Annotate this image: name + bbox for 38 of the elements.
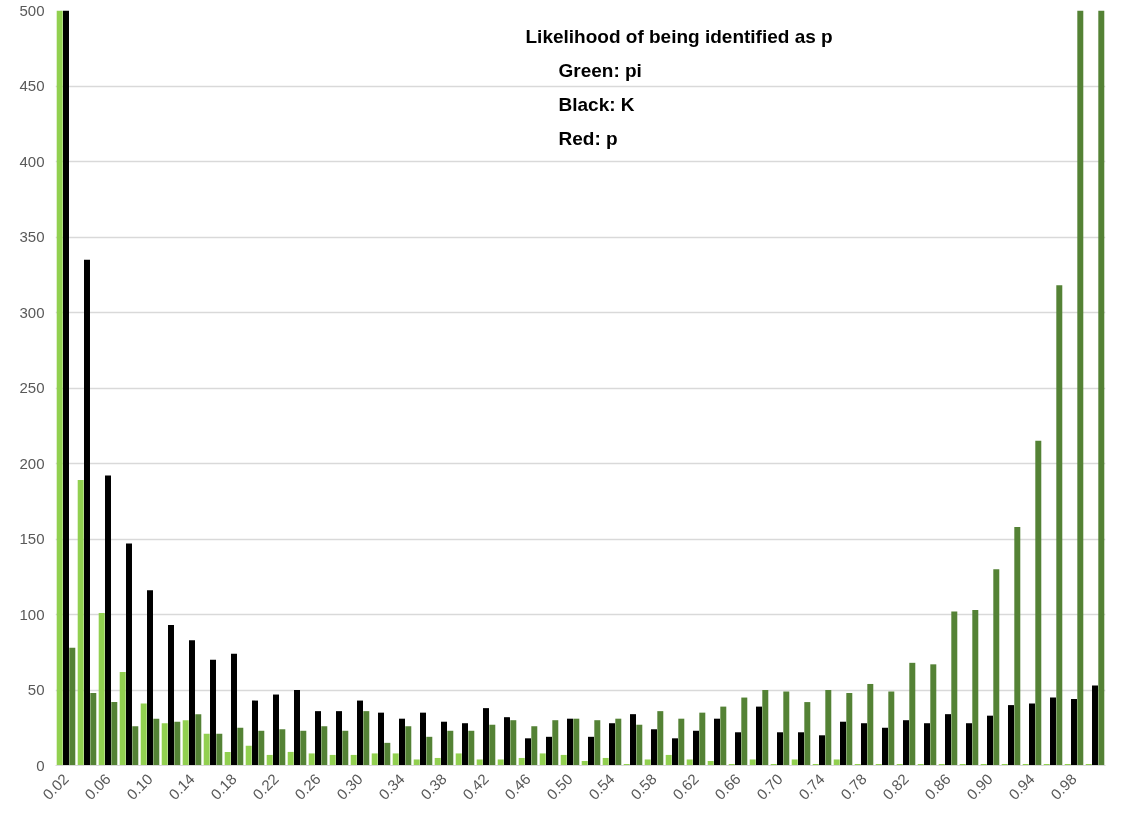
x-tick-label: 0.42 — [458, 770, 492, 803]
x-tick-label: 0.46 — [500, 770, 534, 803]
x-tick-label: 0.30 — [332, 770, 366, 803]
x-tick-label: 0.26 — [290, 770, 324, 803]
y-tick-label: 500 — [19, 1, 45, 19]
x-tick-label: 0.90 — [962, 770, 996, 803]
x-tick-label: 0.22 — [248, 770, 282, 803]
y-tick-label: 400 — [19, 152, 45, 170]
y-tick-label: 300 — [19, 303, 45, 321]
annotation: Likelihood of being identified as p — [525, 25, 833, 47]
x-tick-label: 0.82 — [878, 770, 912, 803]
y-tick-label: 250 — [19, 379, 45, 396]
x-tick-label: 0.38 — [416, 770, 450, 803]
x-tick-label: 0.62 — [668, 770, 702, 803]
y-tick-label: 100 — [19, 605, 45, 623]
x-tick-label: 0.78 — [836, 770, 870, 803]
x-tick-label: 0.54 — [584, 770, 618, 803]
x-tick-label: 0.66 — [710, 770, 744, 803]
x-tick-label: 0.86 — [920, 770, 954, 803]
x-tick-label: 0.34 — [374, 770, 408, 803]
x-tick-label: 0.10 — [122, 770, 156, 803]
annotation: Green: pi — [558, 59, 642, 81]
x-tick-label: 0.06 — [80, 770, 114, 803]
y-tick-label: 200 — [19, 454, 45, 472]
x-tick-label: 0.94 — [1004, 770, 1038, 803]
x-tick-label: 0.98 — [1046, 770, 1080, 803]
x-tick-label: 0.74 — [794, 770, 828, 803]
x-tick-label: 0.50 — [542, 770, 576, 803]
x-tick-label: 0.14 — [164, 770, 198, 803]
y-tick-label: 50 — [27, 681, 45, 698]
annotation: Black: K — [558, 93, 635, 115]
x-tick-label: 0.70 — [752, 770, 786, 803]
x-tick-label: 0.18 — [206, 770, 240, 803]
y-tick-label: 450 — [19, 77, 45, 94]
annotation: Red: p — [558, 127, 618, 149]
y-tick-label: 150 — [19, 530, 45, 547]
y-tick-label: 350 — [19, 228, 45, 245]
x-tick-label: 0.58 — [626, 770, 660, 803]
